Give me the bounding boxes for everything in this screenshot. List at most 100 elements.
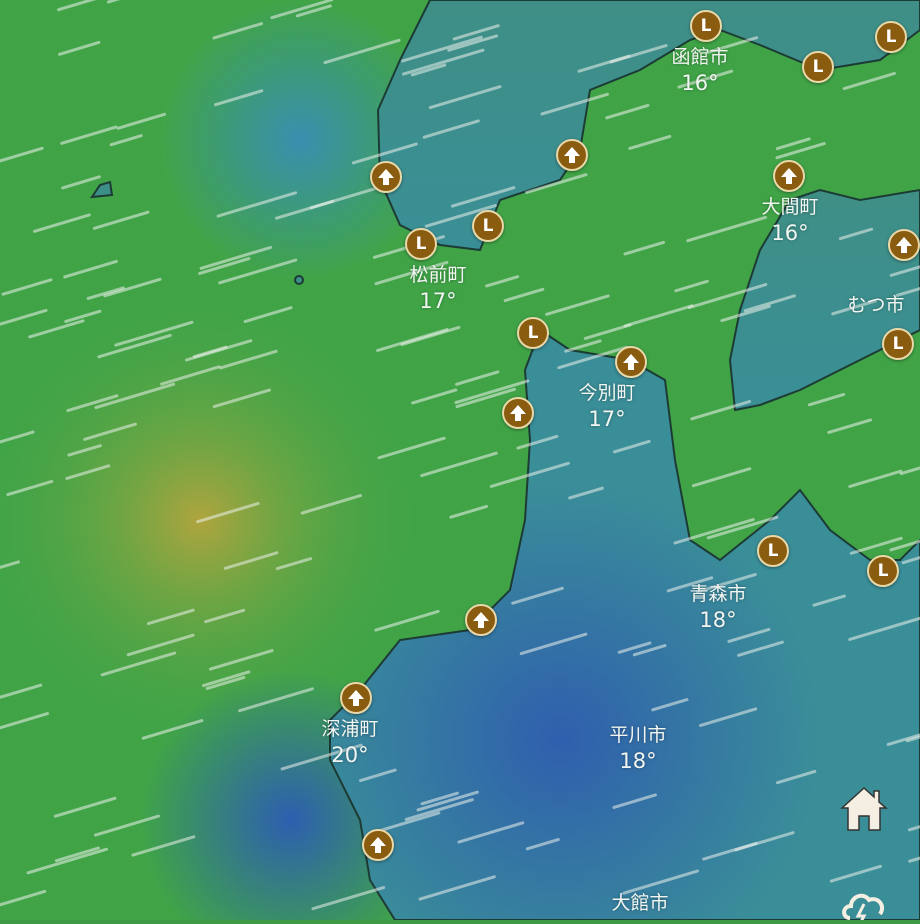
wind-streak bbox=[540, 92, 609, 116]
wind-station-marker[interactable] bbox=[502, 397, 534, 429]
wind-station-marker[interactable] bbox=[615, 346, 647, 378]
wind-streak bbox=[895, 286, 920, 297]
low-pressure-marker[interactable]: L bbox=[690, 10, 722, 42]
wind-streak bbox=[673, 518, 755, 545]
wind-streak bbox=[889, 539, 920, 552]
city-label[interactable]: 大館市 bbox=[611, 892, 668, 916]
wind-streak bbox=[205, 675, 246, 690]
wind-streak bbox=[97, 333, 172, 359]
wind-streak bbox=[702, 841, 758, 861]
wind-streak bbox=[564, 339, 602, 353]
city-label[interactable]: 平川市 18° bbox=[609, 724, 666, 774]
wind-streak bbox=[612, 439, 651, 454]
wind-streak bbox=[218, 258, 298, 285]
wind-station-marker[interactable] bbox=[362, 829, 394, 861]
city-label[interactable]: 函館市 16° bbox=[671, 46, 728, 96]
low-pressure-marker[interactable]: L bbox=[757, 535, 789, 567]
wind-streak bbox=[311, 886, 386, 911]
low-label: L bbox=[892, 334, 904, 354]
wind-streak bbox=[376, 328, 449, 352]
wind-streak bbox=[401, 35, 483, 63]
wind-streak bbox=[238, 687, 314, 713]
up-arrow-icon bbox=[564, 147, 580, 163]
storm-cloud-icon bbox=[842, 893, 885, 924]
wind-streak bbox=[86, 286, 125, 300]
low-pressure-marker[interactable]: L bbox=[875, 21, 907, 53]
low-label: L bbox=[885, 27, 897, 47]
wind-streak bbox=[0, 712, 49, 730]
wind-streak bbox=[450, 186, 516, 208]
wind-streak bbox=[889, 265, 920, 277]
wind-streak bbox=[243, 306, 293, 324]
wind-station-marker[interactable] bbox=[370, 161, 402, 193]
city-label[interactable]: 青森市 18° bbox=[689, 583, 746, 633]
wind-streak bbox=[447, 34, 499, 52]
home-button[interactable] bbox=[838, 784, 890, 838]
wind-streak bbox=[295, 4, 332, 18]
city-name: 青森市 bbox=[689, 583, 747, 605]
wind-streak bbox=[26, 847, 109, 875]
wind-streak bbox=[612, 793, 657, 809]
wind-streak bbox=[1, 278, 53, 296]
wind-streak bbox=[485, 275, 520, 288]
city-label[interactable]: 大間町 16° bbox=[761, 196, 818, 246]
wind-streak bbox=[516, 434, 559, 450]
wind-streak bbox=[416, 790, 479, 812]
wind-station-marker[interactable] bbox=[773, 160, 805, 192]
wind-streak bbox=[829, 864, 883, 883]
wind-streak bbox=[270, 0, 334, 20]
wind-streak bbox=[411, 388, 458, 405]
low-label: L bbox=[527, 323, 539, 343]
wind-streak bbox=[94, 382, 176, 410]
wind-station-marker[interactable] bbox=[340, 682, 372, 714]
wind-streak bbox=[519, 632, 588, 656]
wind-streak bbox=[404, 798, 474, 821]
low-label: L bbox=[415, 234, 427, 254]
wind-streak bbox=[420, 451, 498, 478]
wind-streak bbox=[677, 69, 734, 89]
wind-streak bbox=[849, 536, 903, 555]
city-name: 松前町 bbox=[409, 264, 467, 286]
wind-streak bbox=[0, 683, 43, 699]
wind-streak bbox=[623, 240, 666, 256]
low-pressure-marker[interactable]: L bbox=[517, 317, 549, 349]
city-temp: 17° bbox=[419, 288, 457, 313]
city-label[interactable]: 今別町 17° bbox=[578, 382, 635, 432]
wind-streak bbox=[511, 586, 564, 605]
wind-streak bbox=[0, 430, 35, 444]
up-arrow-icon bbox=[623, 354, 639, 370]
wind-streak bbox=[202, 670, 251, 688]
wind-station-marker[interactable] bbox=[888, 229, 920, 261]
city-name: 今別町 bbox=[578, 382, 636, 404]
wind-streak bbox=[666, 576, 714, 593]
wind-streak bbox=[61, 175, 101, 190]
city-name: 平川市 bbox=[609, 724, 667, 746]
low-label: L bbox=[767, 541, 779, 561]
city-label[interactable]: 松前町 17° bbox=[409, 264, 466, 314]
low-pressure-marker[interactable]: L bbox=[405, 228, 437, 260]
low-pressure-marker[interactable]: L bbox=[472, 210, 504, 242]
city-name: 深浦町 bbox=[321, 718, 379, 740]
city-label[interactable]: むつ市 bbox=[847, 294, 904, 318]
wind-station-marker[interactable] bbox=[556, 139, 588, 171]
up-arrow-icon bbox=[896, 237, 912, 253]
wind-streak bbox=[705, 36, 759, 55]
city-temp: 16° bbox=[681, 70, 719, 95]
wind-streak bbox=[53, 796, 117, 818]
wind-streak bbox=[196, 501, 260, 524]
wind-streak bbox=[374, 609, 440, 632]
weather-button[interactable] bbox=[842, 888, 886, 924]
low-pressure-marker[interactable]: L bbox=[882, 328, 914, 360]
city-name: むつ市 bbox=[847, 294, 905, 316]
wind-streak bbox=[617, 641, 652, 654]
low-pressure-marker[interactable]: L bbox=[867, 555, 899, 587]
wind-station-marker[interactable] bbox=[465, 604, 497, 636]
up-arrow-icon bbox=[348, 690, 364, 706]
wind-streak bbox=[160, 365, 221, 386]
wind-streak bbox=[275, 557, 313, 571]
wind-streak bbox=[457, 821, 525, 844]
low-pressure-marker[interactable]: L bbox=[802, 51, 834, 83]
city-label[interactable]: 深浦町 20° bbox=[321, 718, 378, 768]
wind-streak bbox=[690, 400, 752, 421]
